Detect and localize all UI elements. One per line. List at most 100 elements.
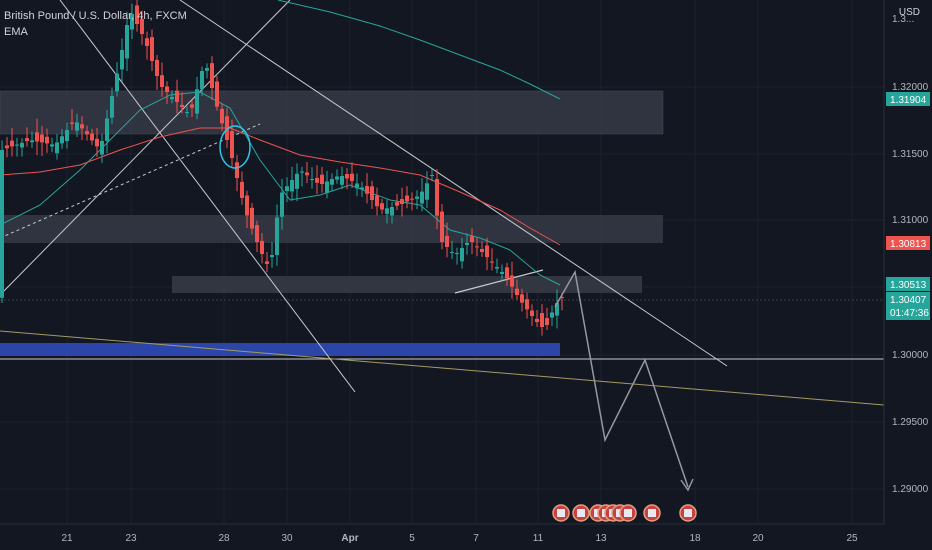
highlight-circle[interactable] (219, 125, 251, 169)
price-tick-1-32000: 1.32000 (892, 82, 929, 93)
svg-text:1.30813: 1.30813 (890, 239, 927, 250)
candle-body (120, 50, 124, 70)
price-tag-ema-mid: 1.30513 (886, 277, 930, 291)
candle-body (290, 180, 294, 192)
price-tick-1-30000: 1.30000 (892, 350, 929, 361)
candle-body (240, 181, 244, 198)
candle-body (515, 288, 519, 295)
trendline-dashed[interactable] (0, 123, 261, 239)
resistance-zone-middle[interactable] (0, 215, 663, 243)
candle-body (460, 248, 464, 262)
economic-events-row[interactable] (552, 504, 697, 522)
trendline-yellow[interactable] (0, 330, 885, 406)
candle-body (60, 136, 64, 144)
candle-body (365, 186, 369, 194)
ema-mid-line (0, 91, 561, 286)
candle-body (480, 248, 484, 252)
candle-body (405, 195, 409, 202)
candle-body (65, 130, 69, 142)
price-tick-partial: 1.3... (892, 14, 914, 25)
candle-body (280, 192, 284, 217)
candle-body (455, 253, 459, 254)
candle-body (195, 89, 199, 114)
time-tick-25: 25 (846, 533, 858, 544)
candle-body (220, 108, 224, 124)
svg-text:1.30513: 1.30513 (890, 280, 927, 291)
candle-body (210, 63, 214, 88)
candle-body (160, 75, 164, 87)
currency-label[interactable]: USD (898, 7, 920, 18)
candle-body (50, 144, 54, 147)
candle-body (260, 240, 264, 254)
candle-body (300, 171, 304, 173)
candle-body (145, 38, 149, 46)
candle-body (315, 177, 319, 183)
candle-body (375, 195, 379, 207)
candle-body (105, 118, 109, 141)
trendline-ascending[interactable] (0, 0, 291, 296)
trendline-steep[interactable] (59, 0, 356, 393)
time-tick-23: 23 (125, 533, 137, 544)
price-tick-1-31500: 1.31500 (892, 149, 929, 160)
candle-body (500, 272, 504, 274)
candle-body (85, 131, 89, 135)
candle-body (310, 179, 314, 180)
resistance-zone-lower[interactable] (172, 276, 642, 293)
candle-body (420, 191, 424, 204)
time-axis[interactable]: 21 23 28 30 Apr 5 7 9 11 13 18 20 25 (0, 523, 932, 550)
price-tag-ema-slow: 1.31904 (886, 92, 930, 106)
candle-body (15, 144, 19, 146)
projection-path[interactable] (554, 269, 689, 488)
candle-body (20, 142, 24, 148)
trendline-descending[interactable] (179, 0, 728, 367)
candle-body (110, 96, 114, 118)
candle-body (80, 124, 84, 129)
indicator-legend-ema[interactable]: EMA (4, 26, 28, 38)
candle-body (45, 136, 49, 144)
candle-body (345, 174, 349, 179)
time-tick-21: 21 (61, 533, 73, 544)
candle-body (250, 207, 254, 229)
candle-body (140, 18, 144, 34)
price-tick-1-29000: 1.29000 (892, 484, 929, 495)
candle-body (410, 198, 414, 200)
price-tick-1-29500: 1.29500 (892, 417, 929, 428)
flag-center-icon (684, 509, 692, 517)
candle-body (475, 246, 479, 248)
candle-body (495, 267, 499, 269)
resistance-zone-upper[interactable] (0, 90, 664, 135)
candle-body (425, 183, 429, 200)
candle-body (200, 71, 204, 90)
candle-body (230, 131, 234, 158)
time-tick-5: 5 (409, 533, 415, 544)
candle-body (370, 186, 374, 200)
candle-body (100, 141, 104, 155)
candle-body (5, 145, 9, 149)
svg-text:1.30407: 1.30407 (890, 295, 927, 306)
candle-body (560, 297, 564, 299)
candle-body (540, 313, 544, 327)
candle-body (175, 90, 179, 102)
neckline[interactable] (454, 269, 544, 294)
candle-body (150, 37, 154, 61)
candle-body (285, 186, 289, 191)
candle-body (430, 175, 434, 176)
candle-body (125, 25, 129, 59)
price-axis[interactable]: 1.3... 1.32000 1.31500 1.31000 1.30000 1… (883, 0, 932, 524)
candle-body (165, 86, 169, 92)
candle-body (490, 261, 494, 263)
support-zone[interactable] (0, 343, 560, 356)
candle-body (305, 172, 309, 176)
candle-body (180, 104, 184, 107)
candle-body (295, 173, 299, 189)
candle-body (275, 217, 279, 255)
time-tick-18: 18 (689, 533, 701, 544)
flag-center-icon (624, 509, 632, 517)
ema-slow-line (277, 0, 561, 100)
candle-body (555, 303, 559, 316)
flag-center-icon (557, 509, 565, 517)
svg-text:1.31904: 1.31904 (890, 95, 927, 106)
time-tick-apr: Apr (341, 533, 358, 544)
symbol-title[interactable]: British Pound / U.S. Dollar, 4h, FXCM (4, 10, 187, 22)
